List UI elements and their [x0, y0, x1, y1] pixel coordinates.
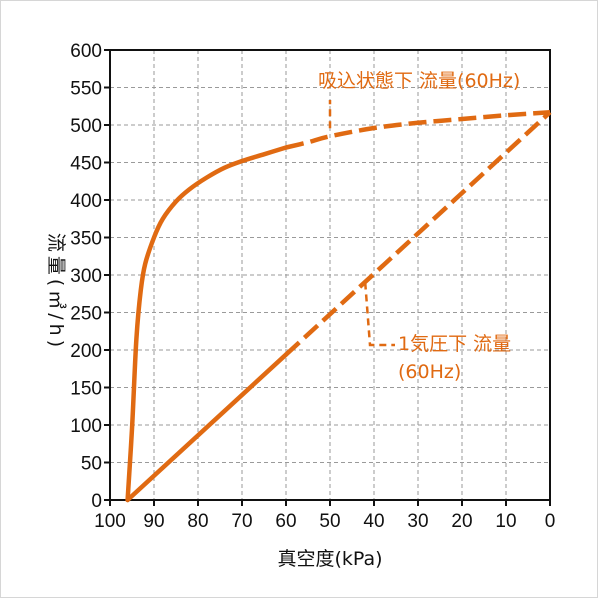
y-tick-label: 400	[70, 191, 102, 212]
x-tick-label: 40	[363, 511, 384, 532]
y-tick-label: 600	[70, 41, 102, 62]
y-tick-label: 300	[70, 266, 102, 287]
series-suction-flow-solid	[125, 145, 289, 503]
series-atm-flow-solid	[125, 352, 289, 503]
x-tick-label: 70	[231, 511, 252, 532]
y-tick-label: 250	[70, 304, 102, 325]
series-suction-flow-dashed	[285, 110, 551, 150]
x-tick-label: 20	[451, 511, 472, 532]
y-tick-label: 0	[91, 491, 102, 512]
y-tick-label: 500	[70, 116, 102, 137]
x-tick-label: 60	[275, 511, 296, 532]
x-tick-label: 100	[94, 511, 126, 532]
y-tick-label: 100	[70, 416, 102, 437]
y-tick-label: 350	[70, 229, 102, 250]
y-tick-label: 150	[70, 379, 102, 400]
x-tick-label: 50	[319, 511, 340, 532]
annotation-leader-atm	[363, 282, 395, 347]
annotation-atm-label-line2: (60Hz)	[398, 361, 461, 383]
y-axis-title: 流量(㎥/h)	[45, 233, 67, 351]
annotation-suction-label: 吸込状態下 流量(60Hz)	[318, 70, 520, 92]
x-tick-label: 80	[187, 511, 208, 532]
x-tick-label: 30	[407, 511, 428, 532]
y-tick-label: 550	[70, 79, 102, 100]
x-tick-label: 90	[143, 511, 164, 532]
y-tick-label: 450	[70, 154, 102, 175]
annotation-atm-label-line1: 1気圧下 流量	[398, 333, 511, 355]
y-tick-label: 50	[81, 454, 102, 475]
x-tick-label: 0	[545, 511, 556, 532]
x-tick-label: 10	[495, 511, 516, 532]
series-atm-flow-dashed	[284, 110, 552, 357]
y-tick-label: 200	[70, 341, 102, 362]
x-axis-title: 真空度(kPa)	[277, 548, 382, 570]
